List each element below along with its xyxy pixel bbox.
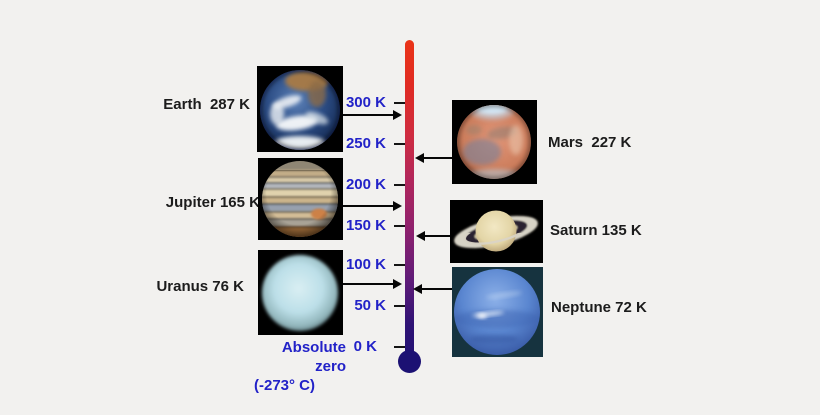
uranus-image	[258, 250, 343, 335]
uranus-label: Uranus 76 K	[156, 278, 244, 295]
tick-label-150k: 150 K	[345, 217, 386, 234]
earth-image	[257, 66, 343, 152]
tick-label-50k: 50 K	[354, 297, 386, 314]
mars-label: Mars 227 K	[548, 134, 632, 151]
jupiter-image	[258, 158, 343, 240]
neptune-image	[452, 267, 543, 357]
thermometer-tube	[405, 40, 414, 356]
jupiter-label: Jupiter 165 K	[165, 194, 260, 211]
tick-label-300k: 300 K	[345, 94, 386, 111]
absolute-zero-label: Absolute zero	[281, 339, 346, 375]
tick-label-0k: 0 K	[353, 338, 377, 355]
neptune-label: Neptune 72 K	[551, 299, 647, 316]
uranus-illustration	[262, 255, 338, 331]
tick-mark-200k	[394, 184, 405, 186]
tick-mark-0k	[394, 346, 405, 348]
neptune-illustration	[454, 269, 540, 355]
tick-mark-300k	[394, 102, 405, 104]
tick-mark-100k	[394, 264, 405, 266]
tick-label-100k: 100 K	[345, 256, 386, 273]
tick-label-200k: 200 K	[345, 176, 386, 193]
mars-illustration	[457, 105, 531, 179]
absolute-zero-celsius: (-273° C)	[254, 377, 316, 394]
thermometer-bulb	[398, 350, 421, 373]
tick-mark-250k	[394, 143, 405, 145]
jupiter-illustration	[262, 161, 338, 237]
tick-label-250k: 250 K	[345, 135, 386, 152]
saturn-image	[450, 200, 543, 263]
earth-illustration	[260, 70, 340, 150]
tick-mark-150k	[394, 225, 405, 227]
earth-label: Earth 287 K	[163, 96, 250, 113]
tick-mark-50k	[394, 305, 405, 307]
saturn-label: Saturn 135 K	[550, 222, 642, 239]
saturn-illustration	[453, 210, 539, 252]
absolute-zero-annotation: Absolute zero (-273° C)	[248, 338, 346, 395]
mars-image	[452, 100, 537, 184]
